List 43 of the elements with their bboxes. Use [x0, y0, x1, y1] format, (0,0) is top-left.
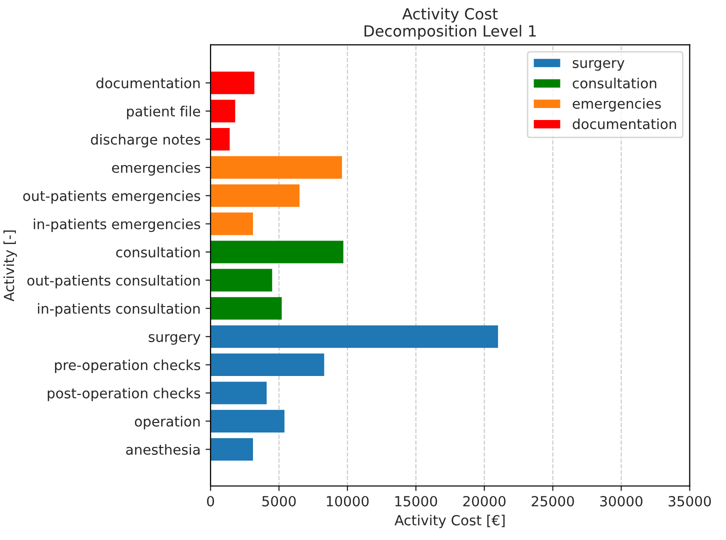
- bar: [210, 382, 267, 404]
- x-tick-label: 20000: [463, 496, 506, 506]
- x-tick-label: 5000: [262, 496, 296, 506]
- y-tick-label: anesthesia: [126, 444, 200, 455]
- x-tick-label: 10000: [326, 496, 369, 506]
- y-tick-label: pre-operation checks: [55, 360, 200, 373]
- legend-label: surgery: [572, 60, 624, 71]
- x-tick-label: 30000: [600, 496, 642, 506]
- bar: [210, 100, 236, 122]
- y-tick-label: consultation: [116, 246, 200, 258]
- y-tick-label: post-operation checks: [48, 388, 200, 402]
- x-tick-label: 35000: [668, 496, 711, 506]
- y-tick-label: discharge notes: [90, 134, 200, 148]
- x-tick-label: 15000: [395, 496, 438, 506]
- y-tick-label: documentation: [96, 78, 200, 88]
- bar: [210, 240, 344, 264]
- bar: [210, 438, 253, 461]
- y-tick-label: surgery: [148, 334, 200, 345]
- x-tick-label: 0: [207, 496, 214, 506]
- x-axis-title: Activity Cost [€]: [394, 514, 505, 528]
- y-tick-label: out-patients emergencies: [23, 190, 200, 204]
- y-tick-label: in-patients emergencies: [34, 218, 200, 232]
- x-tick-label: 25000: [532, 496, 574, 506]
- bar: [210, 354, 324, 376]
- legend-label: documentation: [572, 118, 676, 130]
- bar: [210, 325, 498, 348]
- bar: [210, 156, 342, 179]
- y-tick-label: in-patients consultation: [38, 303, 200, 317]
- chart-title: Activity Cost Decomposition Level 1: [364, 8, 536, 40]
- bar: [210, 72, 254, 94]
- y-tick-label: operation: [134, 416, 200, 430]
- y-tick-label: emergencies: [112, 162, 200, 176]
- y-tick-label: patient file: [127, 106, 200, 120]
- bar: [210, 410, 284, 432]
- legend-label: consultation: [572, 78, 656, 88]
- bar: [210, 184, 300, 207]
- y-axis-title: Activity [-]: [3, 230, 17, 302]
- bar: [210, 212, 253, 236]
- bar: [210, 268, 272, 292]
- legend-label: emergencies: [572, 98, 661, 112]
- bar: [210, 128, 230, 151]
- bar: [210, 297, 282, 320]
- y-tick-label: out-patients consultation: [27, 274, 200, 288]
